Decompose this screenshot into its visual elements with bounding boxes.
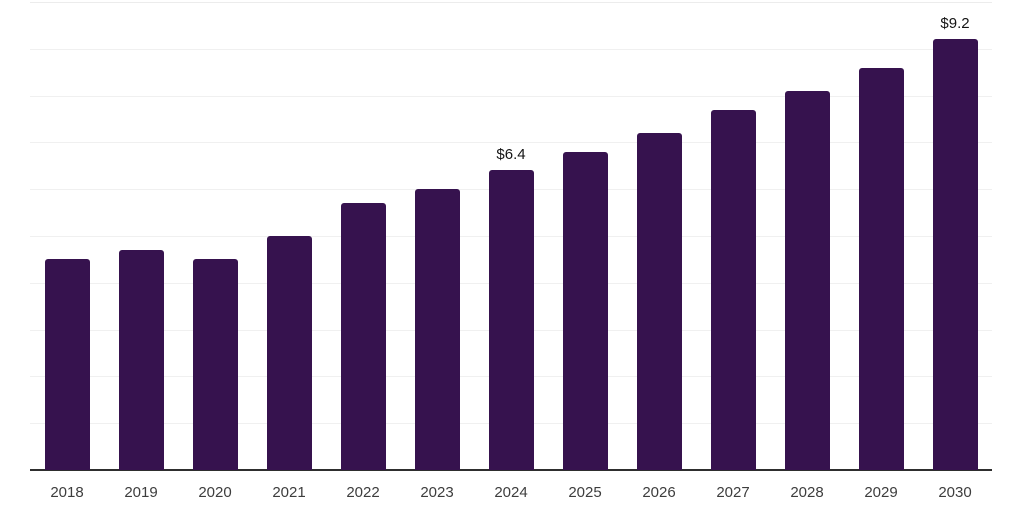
x-tick-label-2019: 2019 (124, 484, 158, 501)
x-tick-label-2020: 2020 (198, 484, 232, 501)
gridline (30, 48, 992, 50)
gridline (30, 95, 992, 97)
x-tick-label-2023: 2023 (420, 484, 454, 501)
bar-2021 (266, 236, 312, 470)
bar-2029 (858, 67, 904, 470)
bar-2027 (710, 109, 756, 470)
x-tick-label-2026: 2026 (642, 484, 676, 501)
x-tick-label-2022: 2022 (346, 484, 380, 501)
x-tick-label-2025: 2025 (568, 484, 602, 501)
bar-2019 (118, 250, 164, 470)
value-label-2024: $6.4 (496, 146, 526, 164)
bar-2020 (192, 259, 238, 470)
value-label-2030: $9.2 (940, 15, 970, 33)
x-tick-label-2029: 2029 (864, 484, 898, 501)
bar-2030 (932, 39, 978, 470)
bar-2024 (488, 170, 534, 470)
bar-2025 (562, 151, 608, 470)
bar-2026 (636, 133, 682, 470)
bar-2023 (414, 189, 460, 470)
bar-2028 (784, 90, 830, 470)
gridline (30, 142, 992, 144)
x-tick-label-2030: 2030 (938, 484, 972, 501)
x-axis-line (30, 469, 992, 471)
x-tick-label-2027: 2027 (716, 484, 750, 501)
bar-2022 (340, 203, 386, 470)
x-tick-label-2028: 2028 (790, 484, 824, 501)
x-tick-label-2024: 2024 (494, 484, 528, 501)
plot-area: $6.4 $9.2 (30, 2, 992, 471)
gridline (30, 2, 992, 3)
x-tick-label-2018: 2018 (50, 484, 84, 501)
bar-2018 (44, 259, 90, 470)
x-tick-label-2021: 2021 (272, 484, 306, 501)
